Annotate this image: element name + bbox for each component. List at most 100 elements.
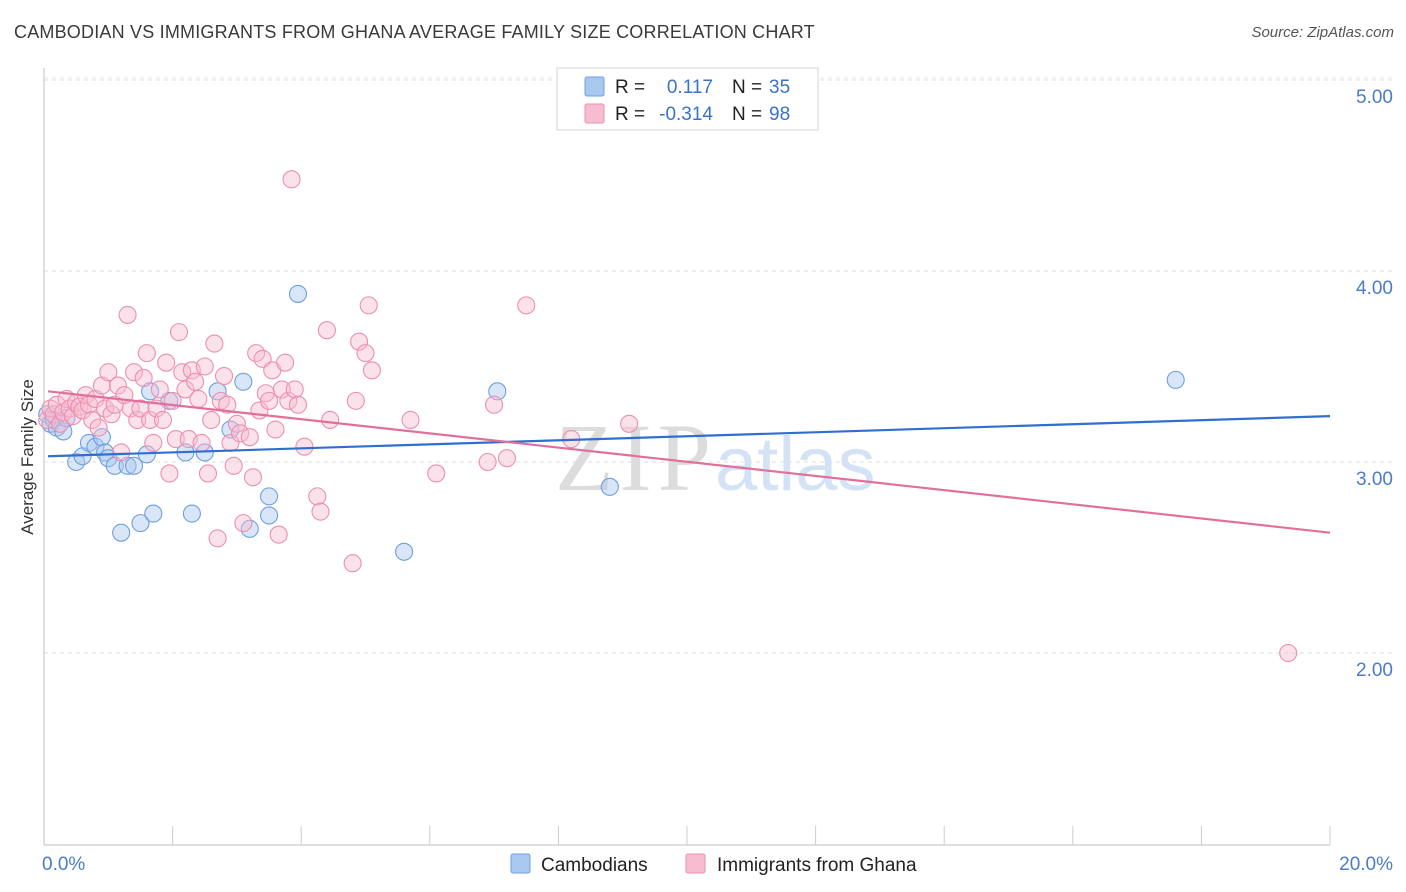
cambodian-point: [208, 382, 227, 401]
ghana-point: [478, 452, 497, 472]
ghana-point: [272, 380, 291, 399]
ghana-point: [224, 456, 243, 475]
trend-lines: [47, 390, 1331, 534]
bottom-legend: Cambodians Immigrants from Ghana: [510, 853, 917, 876]
ghana-point: [166, 430, 185, 449]
cambodian-point: [488, 382, 507, 401]
ghana-point: [517, 296, 536, 315]
cambodian-point: [96, 443, 115, 462]
cambodian-point: [234, 372, 253, 391]
data-points: [38, 170, 1298, 663]
legend-r-value: 0.117: [667, 77, 713, 98]
y-tick-labels: 2.00 3.00 4.00 5.00: [1356, 87, 1393, 681]
chart-title: CAMBODIAN VS IMMIGRANTS FROM GHANA AVERA…: [14, 22, 815, 42]
y-tick-label: 3.00: [1356, 469, 1393, 490]
ghana-point: [108, 376, 127, 395]
source-label: Source: ZipAtlas.com: [1251, 24, 1394, 41]
ghana-point: [1279, 643, 1298, 663]
ghana-point: [192, 433, 211, 452]
ghana-point: [243, 468, 263, 487]
ghana-point: [128, 410, 147, 430]
ghana-point: [227, 414, 246, 433]
ghana-point: [362, 361, 381, 380]
legend-r-value: -0.314: [659, 104, 713, 125]
ghana-point: [343, 554, 362, 573]
x-tick-labels: 0.0% 20.0%: [42, 854, 1393, 875]
ghana-point: [276, 353, 295, 372]
ghana-point: [321, 410, 340, 430]
cambodian-point: [395, 542, 414, 561]
watermark-zip: ZIP: [555, 404, 717, 511]
ghana-point: [214, 366, 234, 386]
ghana-point: [134, 368, 153, 388]
ghana-point: [346, 391, 365, 410]
ghana-trend-line: [47, 390, 1331, 534]
gridlines: [44, 77, 1392, 654]
ghana-point: [266, 420, 285, 439]
watermark-atlas: atlas: [715, 422, 876, 507]
legend-box: R = 0.117 N = 35 R = -0.314 N = 98: [556, 67, 819, 131]
cambodian-point: [600, 477, 619, 496]
ghana-point: [497, 449, 517, 468]
ghana-point: [259, 391, 279, 410]
bottom-legend-label-ghana: Immigrants from Ghana: [717, 855, 917, 876]
ghana-point: [205, 334, 224, 353]
legend-n-value: 98: [769, 104, 790, 125]
cambodian-point: [112, 523, 131, 542]
bottom-legend-swatch-ghana: [685, 853, 706, 874]
ghana-point: [153, 410, 173, 430]
ghana-point: [231, 424, 250, 443]
ghana-point: [308, 487, 327, 506]
ghana-point: [112, 443, 131, 462]
cambodian-point: [259, 506, 279, 525]
bottom-legend-swatch-cambodians: [510, 853, 531, 874]
cambodian-point: [288, 284, 308, 303]
ghana-point: [186, 372, 205, 391]
ghana-point: [295, 437, 314, 456]
cambodian-point: [92, 428, 111, 447]
ghana-point: [427, 464, 446, 483]
ghana-point: [157, 353, 176, 372]
y-tick-label: 5.00: [1356, 87, 1393, 108]
y-tick-label: 4.00: [1356, 278, 1393, 299]
ghana-point: [234, 514, 253, 533]
legend-n-value: 35: [769, 77, 790, 98]
ghana-point: [285, 380, 304, 399]
ghana-point: [240, 428, 259, 447]
ghana-point: [401, 410, 420, 430]
ghana-point: [282, 170, 301, 189]
ghana-point: [311, 502, 330, 521]
ghana-point: [169, 323, 189, 342]
cambodian-point: [124, 456, 144, 475]
x-tick-label-max: 20.0%: [1339, 854, 1393, 875]
ghana-point: [63, 407, 82, 426]
axes: [43, 68, 1331, 846]
cambodian-point: [144, 504, 163, 523]
ghana-point: [620, 414, 639, 433]
ghana-point: [350, 332, 369, 351]
ghana-point: [198, 464, 218, 483]
cambodian-point: [1166, 370, 1185, 389]
legend-n-label: N =: [732, 104, 762, 125]
ghana-point: [208, 529, 227, 548]
ghana-point: [83, 410, 102, 430]
ghana-point: [99, 363, 118, 382]
ghana-point: [485, 395, 504, 414]
ghana-point: [195, 357, 214, 376]
ghana-point: [279, 391, 298, 410]
ghana-point: [176, 380, 195, 399]
x-tick-label-min: 0.0%: [42, 854, 85, 875]
cambodian-point: [259, 487, 279, 506]
ghana-point: [137, 344, 156, 363]
ghana-point: [102, 405, 121, 424]
ghana-point: [118, 305, 137, 324]
legend-r-label: R =: [615, 77, 645, 98]
ghana-point: [89, 418, 108, 437]
ghana-point: [317, 321, 336, 340]
cambodian-point: [131, 514, 150, 533]
cambodian-trend-line: [47, 415, 1331, 458]
watermark: ZIP atlas: [555, 404, 876, 511]
cambodian-point: [182, 504, 201, 523]
ghana-point: [189, 389, 208, 409]
